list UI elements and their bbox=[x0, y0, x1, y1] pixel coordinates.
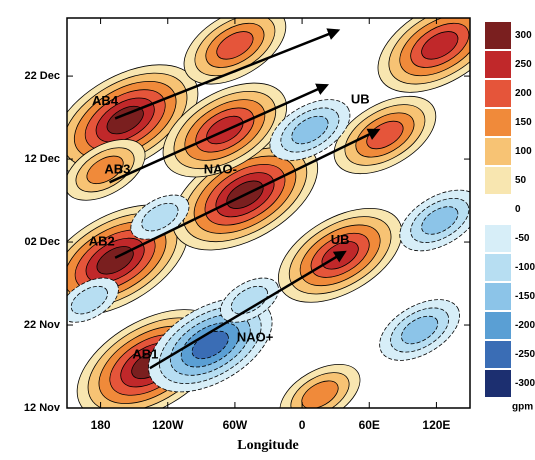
colorbar-box bbox=[485, 22, 511, 49]
contour-ring bbox=[141, 202, 179, 232]
x-tick-label: 120E bbox=[422, 418, 450, 432]
anomaly-center bbox=[333, 95, 437, 175]
colorbar-box bbox=[485, 341, 511, 368]
colorbar-label: 50 bbox=[515, 175, 527, 186]
annotation: AB2 bbox=[89, 233, 115, 248]
colorbar-box bbox=[485, 370, 511, 397]
contour-ring bbox=[301, 380, 339, 408]
contour-ring bbox=[70, 285, 108, 315]
colorbar-box bbox=[485, 312, 511, 339]
colorbar-unit: gpm bbox=[512, 402, 533, 413]
propagation-arrow bbox=[114, 128, 381, 259]
colorbar-label: -50 bbox=[515, 233, 530, 244]
annotation: AB4 bbox=[92, 93, 119, 108]
colorbar-label: -250 bbox=[515, 349, 535, 360]
colorbar-box bbox=[485, 109, 511, 136]
annotation: NAO- bbox=[204, 161, 237, 176]
y-tick-label: 12 Nov bbox=[24, 402, 61, 414]
x-tick-label: 0 bbox=[299, 418, 306, 432]
colorbar-box bbox=[485, 51, 511, 78]
propagation-arrow bbox=[114, 28, 341, 120]
anomaly-center bbox=[399, 189, 470, 252]
annotation: AB3 bbox=[104, 161, 130, 176]
anomaly-center bbox=[162, 82, 288, 178]
plot-frame bbox=[66, 17, 471, 409]
contour-ring bbox=[106, 105, 144, 135]
annotation: AB1 bbox=[132, 346, 158, 361]
colorbar-label: 200 bbox=[515, 88, 532, 99]
x-tick-label: 180 bbox=[91, 418, 111, 432]
colorbar-label: 100 bbox=[515, 146, 532, 157]
anomaly-center bbox=[379, 299, 461, 361]
colorbar-label: -100 bbox=[515, 262, 535, 273]
colorbar-label: 0 bbox=[515, 204, 521, 215]
colorbar-label: -300 bbox=[515, 378, 535, 389]
anomaly-center bbox=[183, 18, 287, 85]
propagation-arrow bbox=[109, 83, 329, 184]
contour-ring bbox=[230, 285, 269, 315]
anomaly-center bbox=[67, 277, 119, 323]
annotation: UB bbox=[351, 92, 370, 107]
anomaly-center bbox=[269, 99, 351, 161]
colorbar-label: 150 bbox=[515, 117, 532, 128]
x-tick-label: 60E bbox=[359, 418, 380, 432]
anomaly-center bbox=[219, 277, 279, 323]
colorbar-box bbox=[485, 225, 511, 252]
colorbar-box bbox=[485, 254, 511, 281]
annotation: UB bbox=[331, 232, 350, 247]
colorbar-label: 250 bbox=[515, 59, 532, 70]
colorbar-label: 300 bbox=[515, 30, 532, 41]
contour-ring bbox=[216, 31, 254, 60]
contour-ring bbox=[366, 120, 404, 150]
colorbar-label: -200 bbox=[515, 320, 535, 331]
colorbar-box bbox=[485, 283, 511, 310]
y-tick-label: 22 Nov bbox=[24, 319, 61, 331]
propagation-arrow bbox=[149, 250, 347, 370]
colorbar-box bbox=[485, 80, 511, 107]
contour-ring bbox=[421, 206, 459, 235]
x-axis-label: Longitude bbox=[237, 438, 298, 453]
annotation: NAO+ bbox=[237, 330, 274, 345]
contour-field bbox=[67, 18, 470, 408]
x-tick-label: 60W bbox=[223, 418, 248, 432]
contour-ring bbox=[86, 155, 124, 185]
y-tick-label: 12 Dec bbox=[25, 153, 60, 165]
anomaly-center bbox=[377, 18, 470, 93]
contour-ring bbox=[401, 315, 439, 345]
anomaly-center bbox=[279, 363, 361, 408]
anomaly-center bbox=[67, 139, 146, 201]
contour-ring bbox=[421, 31, 459, 60]
y-tick-label: 22 Dec bbox=[25, 70, 60, 82]
colorbar-box bbox=[485, 138, 511, 165]
x-tick-label: 120W bbox=[152, 418, 184, 432]
colorbar-label: -150 bbox=[515, 291, 535, 302]
y-tick-label: 02 Dec bbox=[25, 236, 60, 248]
colorbar-box bbox=[485, 167, 511, 194]
contour-ring bbox=[291, 115, 329, 145]
anomaly-center bbox=[67, 64, 199, 176]
